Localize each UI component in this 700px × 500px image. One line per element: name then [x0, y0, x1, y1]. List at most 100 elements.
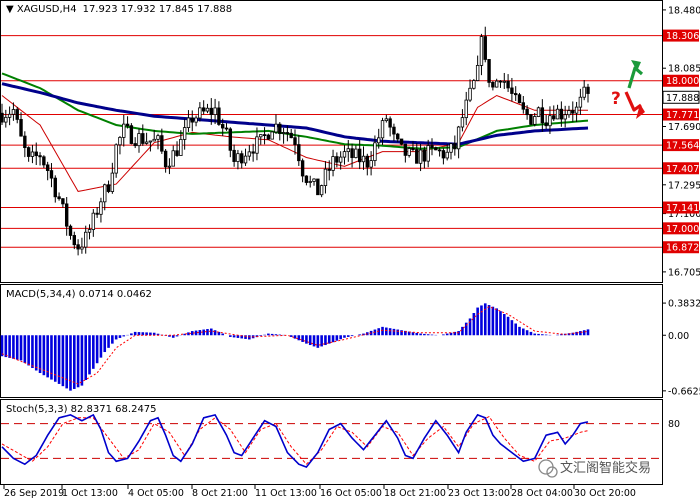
stoch-tick-label-hidden: 100	[668, 408, 686, 419]
level-tag-label: 17.000	[666, 224, 699, 235]
level-tag-label: 17.564	[666, 141, 699, 152]
candle-body	[259, 134, 263, 138]
level-tag	[663, 74, 699, 87]
candle-body	[182, 127, 187, 140]
candle-body	[160, 135, 164, 152]
candle-body	[42, 156, 46, 166]
bearish-scenario-arrow-icon	[624, 91, 645, 119]
candle-body	[514, 93, 518, 96]
candle-body	[479, 36, 484, 66]
candle-body	[468, 87, 472, 101]
candle-body	[122, 123, 126, 138]
candle-body	[555, 108, 560, 120]
chart-frames	[0, 0, 663, 485]
candle-body	[472, 80, 476, 89]
candle-body	[449, 143, 453, 153]
price-pane-frame	[0, 0, 663, 283]
candle-body	[232, 149, 236, 162]
candle-body	[91, 212, 96, 230]
candle-body	[247, 151, 252, 157]
candle-body	[11, 109, 16, 115]
candle-body	[369, 160, 373, 168]
candle-body	[57, 196, 61, 200]
candle-body	[380, 120, 385, 139]
candle-body	[300, 160, 305, 177]
candle-body	[4, 116, 8, 123]
candle-body	[559, 108, 564, 120]
time-tick-label: 18 Oct 21:00	[384, 488, 446, 499]
candle-body	[308, 181, 312, 183]
candle-body	[84, 231, 88, 248]
stoch-tick-label: 80	[668, 419, 680, 430]
macd-title: MACD(5,34,4) 0.0714 0.0462	[6, 289, 152, 300]
candle-body	[0, 112, 4, 123]
level-tag-label: 18.000	[666, 76, 699, 87]
stoch-title: Stoch(5,3,3) 82.8371 68.2475	[6, 404, 157, 415]
candle-body	[270, 131, 274, 140]
candle-body	[171, 150, 175, 167]
candle-body	[586, 86, 590, 94]
candle-body	[437, 149, 442, 152]
candle-body	[278, 123, 282, 134]
ohlc-values: 17.923 17.932 17.845 17.888	[83, 4, 233, 15]
candle-body	[464, 99, 468, 119]
candle-body	[434, 147, 438, 151]
candle-body	[411, 148, 415, 150]
candle-body	[266, 134, 271, 140]
candle-body	[133, 143, 137, 147]
candle-body	[53, 177, 57, 198]
time-tick-label: 4 Oct 05:00	[128, 488, 184, 499]
candle-body	[540, 107, 545, 124]
candle-body	[190, 117, 194, 123]
candle-body	[209, 107, 213, 115]
stoch-pane-frame	[0, 399, 663, 485]
chart-symbol-header: ▼ XAGUSD,H4 17.923 17.932 17.845 17.888	[6, 4, 232, 15]
candle-body	[240, 153, 244, 164]
time-tick-label: 11 Oct 13:00	[255, 488, 317, 499]
candle-body	[15, 109, 19, 120]
level-tag-label: 17.771	[666, 110, 699, 121]
stoch-main-line	[1, 413, 589, 469]
question-mark: ?	[611, 89, 621, 109]
candlesticks	[0, 26, 590, 256]
candle-body	[357, 148, 362, 163]
candle-body	[45, 164, 50, 171]
time-tick-label: 16 Oct 05:00	[320, 488, 382, 499]
candle-body	[289, 132, 293, 139]
candle-body	[144, 141, 149, 144]
level-tag	[663, 201, 699, 214]
candle-body	[281, 132, 286, 134]
candle-body	[338, 156, 343, 163]
candle-body	[563, 114, 567, 120]
candle-body	[198, 107, 202, 119]
price-tick-label: 17.100	[668, 209, 700, 220]
candle-body	[574, 106, 579, 114]
candle-body	[342, 151, 347, 158]
price-axis: 18.480 18.085 17.690 17.295 17.100 16.705	[662, 5, 700, 278]
candle-body	[494, 80, 499, 88]
current-price-label: 17.888	[666, 93, 699, 104]
macd-tick-label: 0.3832	[668, 299, 700, 310]
level-tags: 18.306 18.000 17.771 17.564 17.407 17.141 17.0…	[662, 29, 700, 254]
candle-body	[346, 148, 350, 153]
candle-body	[498, 80, 503, 83]
candle-body	[407, 148, 411, 156]
candle-body	[335, 156, 339, 163]
candle-body	[548, 115, 552, 127]
candle-body	[194, 117, 198, 123]
candle-body	[137, 133, 141, 147]
candle-body	[392, 126, 396, 135]
candle-body	[243, 155, 248, 164]
candle-body	[304, 175, 309, 183]
candle-body	[403, 143, 408, 156]
candle-body	[491, 82, 495, 88]
candle-body	[365, 155, 369, 168]
candle-body	[129, 125, 134, 144]
candle-body	[536, 107, 541, 117]
candle-body	[80, 246, 84, 250]
candle-body	[331, 156, 335, 171]
candle-body	[487, 59, 491, 83]
candle-body	[460, 117, 465, 128]
